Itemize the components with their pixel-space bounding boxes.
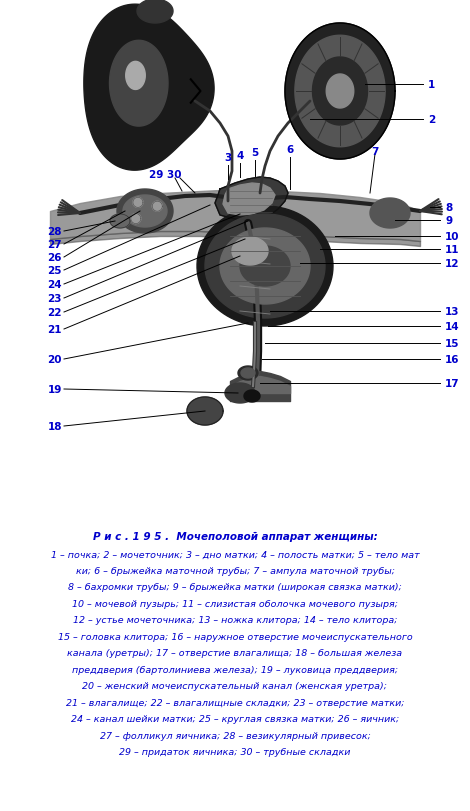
Polygon shape: [187, 397, 223, 426]
Text: 28: 28: [47, 227, 62, 237]
Polygon shape: [220, 229, 310, 305]
Text: 29 30: 29 30: [149, 169, 181, 180]
Polygon shape: [152, 202, 162, 212]
Text: 25: 25: [47, 266, 62, 276]
Text: 1: 1: [428, 80, 435, 90]
Text: 13: 13: [445, 307, 460, 316]
Polygon shape: [232, 238, 268, 266]
Polygon shape: [240, 247, 290, 286]
Text: 17: 17: [445, 379, 460, 388]
Polygon shape: [215, 178, 288, 221]
Polygon shape: [223, 184, 275, 216]
Text: 22: 22: [47, 307, 62, 318]
Text: 12: 12: [445, 259, 460, 268]
Text: 9: 9: [445, 216, 452, 225]
Polygon shape: [197, 207, 333, 327]
Polygon shape: [313, 58, 368, 126]
Text: 2: 2: [428, 115, 435, 125]
Polygon shape: [137, 0, 173, 24]
Polygon shape: [110, 41, 168, 127]
Polygon shape: [370, 199, 410, 229]
Text: 27: 27: [47, 240, 62, 250]
Text: 18: 18: [47, 422, 62, 431]
Polygon shape: [285, 24, 395, 160]
Text: 26: 26: [47, 253, 62, 263]
Text: 20 – женский мочеиспускательный канал (женская уретра);: 20 – женский мочеиспускательный канал (ж…: [83, 682, 387, 691]
Text: 12 – устье мочеточника; 13 – ножка клитора; 14 – тело клитора;: 12 – устье мочеточника; 13 – ножка клито…: [73, 616, 397, 624]
Polygon shape: [241, 368, 255, 379]
Text: 24 – канал шейки матки; 25 – круглая связка матки; 26 – яичник;: 24 – канал шейки матки; 25 – круглая свя…: [71, 714, 399, 723]
Polygon shape: [131, 214, 141, 225]
Text: 24: 24: [47, 280, 62, 290]
Polygon shape: [123, 195, 167, 228]
Polygon shape: [326, 75, 354, 109]
Text: 7: 7: [371, 147, 379, 157]
Text: 16: 16: [445, 354, 460, 365]
Text: 19: 19: [47, 384, 62, 394]
Polygon shape: [133, 198, 143, 208]
Text: 6: 6: [286, 145, 294, 155]
Text: 27 – фолликул яичника; 28 – везикулярный привесок;: 27 – фолликул яичника; 28 – везикулярный…: [100, 731, 370, 740]
Text: 5: 5: [251, 148, 258, 158]
Polygon shape: [238, 367, 258, 380]
Polygon shape: [225, 384, 255, 404]
Polygon shape: [117, 190, 173, 234]
Text: 29 – придаток яичника; 30 – трубные складки: 29 – придаток яичника; 30 – трубные скла…: [119, 748, 351, 757]
Text: 10: 10: [445, 232, 460, 242]
Polygon shape: [84, 5, 214, 171]
Text: 8: 8: [445, 203, 452, 212]
Polygon shape: [205, 215, 325, 319]
Text: канала (уретры); 17 – отверстие влагалища; 18 – большая железа: канала (уретры); 17 – отверстие влагалищ…: [67, 649, 403, 658]
Text: 4: 4: [236, 151, 243, 161]
Polygon shape: [110, 215, 130, 229]
Text: ки; 6 – брыжейка маточной трубы; 7 – ампула маточной трубы;: ки; 6 – брыжейка маточной трубы; 7 – амп…: [76, 566, 394, 575]
Text: 3: 3: [224, 152, 232, 163]
Polygon shape: [244, 391, 260, 402]
Polygon shape: [295, 36, 385, 148]
Text: преддверия (бартолиниева железа); 19 – луковица преддверия;: преддверия (бартолиниева железа); 19 – л…: [72, 665, 398, 674]
Text: 20: 20: [47, 354, 62, 365]
Text: 15 – головка клитора; 16 – наружное отверстие мочеиспускательного: 15 – головка клитора; 16 – наружное отве…: [58, 633, 412, 642]
Text: 11: 11: [445, 245, 460, 255]
Text: 21 – влагалище; 22 – влагалищные складки; 23 – отверстие матки;: 21 – влагалище; 22 – влагалищные складки…: [66, 698, 404, 707]
Text: 23: 23: [47, 294, 62, 303]
Text: 21: 21: [47, 324, 62, 335]
Text: 10 – мочевой пузырь; 11 – слизистая оболочка мочевого пузыря;: 10 – мочевой пузырь; 11 – слизистая обол…: [72, 599, 398, 608]
Polygon shape: [126, 62, 145, 90]
Text: 8 – бахромки трубы; 9 – брыжейка матки (широкая связка матки);: 8 – бахромки трубы; 9 – брыжейка матки (…: [68, 583, 402, 592]
Text: 15: 15: [445, 338, 460, 349]
Text: 14: 14: [445, 322, 460, 332]
Text: Р и с . 1 9 5 .  Мочеполовой аппарат женщины:: Р и с . 1 9 5 . Мочеполовой аппарат женщ…: [93, 531, 377, 542]
Text: 1 – почка; 2 – мочеточник; 3 – дно матки; 4 – полость матки; 5 – тело мат: 1 – почка; 2 – мочеточник; 3 – дно матки…: [51, 550, 419, 559]
